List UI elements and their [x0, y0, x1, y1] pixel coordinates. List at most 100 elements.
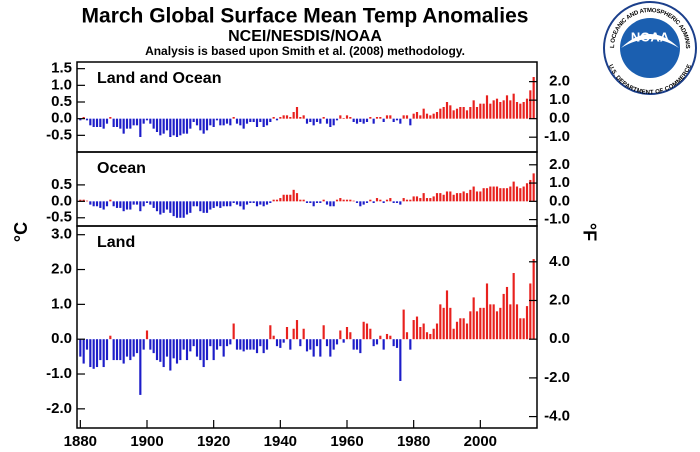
bar — [162, 339, 165, 368]
y2-tick-label: 2.0 — [549, 73, 570, 90]
bar — [215, 339, 219, 350]
logo-name: NOAA — [631, 29, 670, 44]
y-tick-label: 3.0 — [51, 226, 72, 243]
bar — [229, 201, 232, 207]
bar — [309, 201, 312, 203]
bar — [442, 194, 445, 202]
bar — [132, 201, 135, 205]
bar — [125, 339, 129, 357]
bar — [249, 118, 252, 122]
bar — [179, 339, 182, 361]
bar — [502, 293, 505, 340]
bar — [342, 199, 345, 202]
bar — [505, 188, 509, 202]
bar — [515, 102, 519, 119]
bar — [295, 320, 299, 340]
bar — [532, 173, 535, 202]
bar — [165, 118, 169, 131]
bar — [119, 339, 122, 361]
bar — [185, 118, 189, 134]
bar — [515, 186, 519, 202]
panel-frame — [76, 151, 538, 227]
bar — [259, 201, 262, 205]
bar — [302, 115, 305, 119]
bar — [419, 327, 422, 340]
bar — [292, 328, 295, 340]
bar — [279, 339, 282, 348]
bar — [85, 200, 89, 202]
logo-bird — [621, 34, 679, 48]
bar — [502, 100, 505, 119]
y-tick-label: 0.5 — [51, 93, 72, 110]
bar — [462, 318, 465, 340]
bar — [269, 118, 272, 122]
bar — [449, 307, 452, 340]
y-tick-label: -1.0 — [46, 365, 72, 382]
bar — [429, 333, 432, 340]
bar — [392, 339, 395, 347]
bar — [159, 201, 162, 215]
bar — [419, 115, 422, 119]
bar — [499, 307, 502, 340]
bar — [259, 339, 262, 347]
bar — [485, 283, 489, 340]
bar — [439, 108, 442, 119]
bar — [532, 77, 535, 119]
bar — [109, 117, 112, 119]
bar — [169, 201, 172, 213]
bar — [325, 339, 329, 347]
bar — [222, 118, 225, 126]
bar — [405, 199, 409, 202]
bar — [469, 189, 472, 202]
bar — [379, 199, 382, 202]
bar — [219, 339, 222, 347]
bar — [159, 118, 162, 136]
bar — [289, 117, 292, 119]
bar — [275, 118, 279, 121]
bar — [422, 108, 425, 119]
y-tick-label: 1.5 — [51, 60, 72, 77]
bar — [275, 339, 279, 347]
bar — [115, 339, 119, 361]
bar — [522, 102, 525, 119]
bar — [225, 339, 229, 347]
bar — [265, 201, 269, 205]
bar — [272, 199, 275, 202]
chart-subtitle: NCEI/NESDIS/NOAA — [228, 28, 382, 45]
bar — [172, 339, 175, 359]
bar — [309, 339, 312, 350]
bar — [392, 201, 395, 203]
bar — [169, 339, 172, 371]
bar — [309, 118, 312, 122]
bar — [149, 339, 152, 350]
bar — [142, 118, 145, 124]
bar — [122, 201, 125, 212]
bar — [525, 183, 529, 202]
bar — [152, 339, 155, 354]
bar — [415, 196, 419, 202]
bar — [212, 118, 215, 127]
bar — [255, 118, 259, 127]
bar — [349, 117, 352, 119]
bar — [519, 188, 522, 202]
bar — [95, 118, 99, 127]
y-tick-label: 0.0 — [51, 110, 72, 127]
bar — [482, 307, 485, 340]
bar — [175, 118, 179, 137]
bar — [129, 339, 132, 361]
bar — [412, 320, 415, 340]
bar — [135, 339, 139, 354]
bar — [342, 339, 345, 343]
bar — [442, 307, 445, 340]
bar — [202, 118, 205, 134]
bar — [262, 118, 265, 127]
bar — [409, 339, 412, 350]
bar — [525, 98, 529, 119]
panel-label: Ocean — [97, 160, 146, 177]
bar — [275, 199, 279, 202]
bar — [205, 201, 209, 213]
bar — [375, 339, 379, 345]
bar — [285, 194, 289, 202]
bar — [85, 118, 89, 121]
bar — [369, 199, 372, 202]
